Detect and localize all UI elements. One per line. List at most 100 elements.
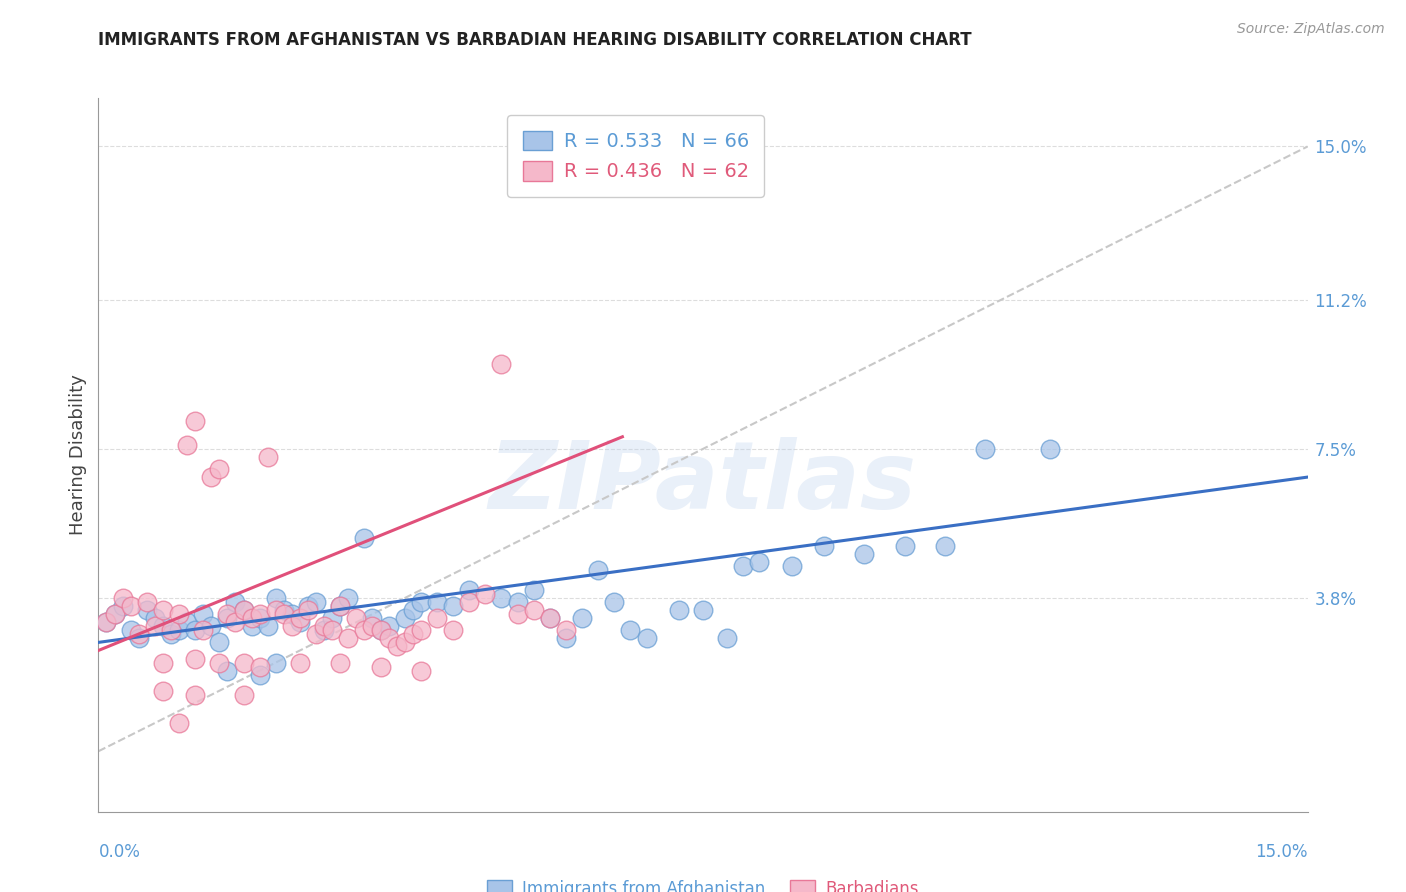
Point [385, 640, 408, 654]
Point [184, 688, 207, 702]
Point [184, 414, 207, 428]
Point [217, 611, 239, 625]
Point [441, 624, 464, 638]
Point [474, 587, 496, 601]
Point [426, 595, 449, 609]
Point [353, 531, 375, 545]
Point [152, 619, 174, 633]
Point [128, 627, 150, 641]
Point [208, 635, 231, 649]
Point [249, 667, 271, 681]
Point [96, 615, 118, 630]
Point [224, 615, 246, 630]
Point [264, 656, 287, 670]
Point [160, 627, 183, 641]
Point [208, 462, 231, 476]
Point [555, 632, 578, 646]
Point [780, 558, 803, 573]
Point [273, 603, 295, 617]
Point [128, 632, 150, 646]
Point [1039, 442, 1062, 456]
Point [281, 607, 304, 622]
Point [314, 624, 336, 638]
Point [394, 611, 416, 625]
Text: Source: ZipAtlas.com: Source: ZipAtlas.com [1237, 22, 1385, 37]
Point [974, 442, 997, 456]
Point [523, 582, 546, 597]
Point [370, 659, 392, 673]
Point [748, 555, 770, 569]
Point [934, 539, 956, 553]
Point [224, 595, 246, 609]
Point [297, 603, 319, 617]
Point [636, 632, 658, 646]
Point [314, 619, 336, 633]
Point [353, 624, 375, 638]
Point [409, 595, 432, 609]
Point [361, 619, 384, 633]
Point [232, 603, 254, 617]
Point [491, 357, 513, 371]
Point [167, 624, 190, 638]
Point [538, 611, 561, 625]
Point [167, 716, 190, 731]
Point [232, 656, 254, 670]
Point [402, 603, 425, 617]
Point [571, 611, 593, 625]
Point [377, 632, 399, 646]
Point [344, 611, 367, 625]
Point [813, 539, 835, 553]
Point [240, 619, 263, 633]
Point [409, 664, 432, 678]
Point [249, 607, 271, 622]
Point [297, 599, 319, 613]
Point [586, 563, 609, 577]
Point [217, 607, 239, 622]
Point [111, 591, 134, 605]
Point [152, 603, 174, 617]
Y-axis label: Hearing Disability: Hearing Disability [69, 375, 87, 535]
Point [281, 619, 304, 633]
Point [249, 611, 271, 625]
Point [232, 688, 254, 702]
Point [394, 635, 416, 649]
Point [361, 611, 384, 625]
Point [193, 624, 215, 638]
Point [555, 624, 578, 638]
Point [491, 591, 513, 605]
Point [692, 603, 714, 617]
Point [329, 599, 352, 613]
Text: IMMIGRANTS FROM AFGHANISTAN VS BARBADIAN HEARING DISABILITY CORRELATION CHART: IMMIGRANTS FROM AFGHANISTAN VS BARBADIAN… [98, 31, 972, 49]
Point [288, 611, 311, 625]
Point [176, 615, 198, 630]
Point [135, 603, 157, 617]
Point [402, 627, 425, 641]
Point [305, 595, 328, 609]
Point [458, 595, 481, 609]
Point [176, 438, 198, 452]
Point [441, 599, 464, 613]
Point [409, 624, 432, 638]
Point [264, 591, 287, 605]
Point [135, 595, 157, 609]
Text: ZIPatlas: ZIPatlas [489, 437, 917, 530]
Point [217, 664, 239, 678]
Point [152, 683, 174, 698]
Point [321, 624, 343, 638]
Point [506, 595, 529, 609]
Text: 15.0%: 15.0% [1256, 843, 1308, 861]
Point [167, 607, 190, 622]
Point [426, 611, 449, 625]
Point [523, 603, 546, 617]
Point [120, 624, 142, 638]
Point [200, 470, 222, 484]
Point [893, 539, 915, 553]
Point [619, 624, 641, 638]
Point [103, 607, 125, 622]
Point [111, 599, 134, 613]
Point [538, 611, 561, 625]
Point [208, 656, 231, 670]
Point [256, 619, 278, 633]
Point [370, 624, 392, 638]
Point [377, 619, 399, 633]
